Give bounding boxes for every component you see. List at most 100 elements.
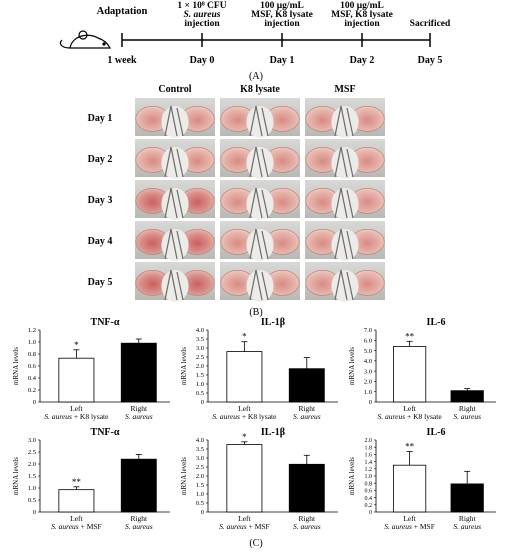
bar-right: [288, 368, 325, 403]
category-sublabel: S. aureus + K8 lysate: [212, 412, 277, 421]
y-tick-label: 1.0: [196, 381, 204, 388]
y-tick-label: 3.0: [196, 455, 204, 462]
y-tick-label: 2.0: [364, 379, 372, 386]
timeline-top-label: 1 × 10⁸ CFU: [177, 1, 226, 11]
y-tick-label: 1.5: [196, 482, 204, 489]
panel-b-photos: Control K8 lysate MSF Day 1 Day 2 Day 3 Day 4…: [88, 84, 385, 318]
mouse-ear-photo: [135, 98, 215, 138]
y-tick-label: 2.5: [28, 449, 36, 456]
bar-chart: IL-6 00.20.40.6 0.81.01.21.41.6 1.82.0 mRNA …: [348, 427, 496, 531]
category-sublabel: S. aureus: [453, 522, 481, 531]
y-tick-label: 2.0: [196, 473, 204, 480]
y-tick-label: 0: [201, 509, 204, 516]
y-tick-label: 1.8: [365, 445, 373, 451]
mouse-ear-photo: [220, 262, 300, 302]
y-tick-label: 0: [369, 399, 372, 406]
y-axis-label: mRNA levels: [12, 347, 20, 385]
y-axis-label: mRNA levels: [348, 457, 356, 495]
y-tick-label: 0.6: [365, 489, 373, 495]
category-sublabel: S. aureus: [125, 522, 153, 531]
y-tick-label: 0.5: [196, 390, 204, 397]
mouse-ear-photo: [305, 139, 385, 179]
category-label: Left: [238, 404, 251, 413]
y-tick-label: 0.6: [28, 363, 37, 370]
mouse-ear-photo: [220, 180, 300, 220]
y-tick-label: 0.5: [196, 500, 204, 507]
y-tick-label: 1.0: [364, 389, 372, 396]
category-sublabel: S. aureus + MSF: [51, 522, 102, 531]
mouse-ear-photo: [220, 98, 300, 138]
y-tick-label: 1.2: [365, 467, 373, 473]
mouse-ear-photo: [305, 221, 385, 261]
significance-mark: *: [74, 340, 79, 350]
panel-a-label: (A): [249, 71, 263, 82]
category-label: Right: [130, 404, 148, 413]
y-tick-label: 0.2: [28, 387, 36, 394]
timeline-top-label: Sacrificed: [410, 19, 451, 29]
mouse-ear-photo: [305, 180, 385, 220]
bar-right: [120, 342, 157, 403]
y-tick-label: 4.0: [364, 358, 372, 365]
y-tick-label: 1.5: [196, 372, 204, 379]
timeline-top-label: 100 μg/mL: [340, 1, 384, 11]
y-tick-label: 1.0: [28, 485, 36, 492]
bar-chart: IL-1β 0 0.5 1.0 1.5 2.0 2.5 3.0 3.5 4.0 mRNA level…: [180, 317, 338, 421]
y-tick-label: 4.0: [196, 327, 204, 334]
category-sublabel: S. aureus: [293, 412, 321, 421]
y-tick-label: 2.5: [196, 464, 204, 471]
mouse-ear-photo: [135, 262, 215, 302]
y-tick-label: 3.0: [364, 368, 372, 375]
bar-chart: IL-1β 0 0.5 1.0 1.5 2.0 2.5 3.0 3.5 4.0 mRNA level…: [180, 427, 338, 531]
bar-chart: TNF-α 0 0.2 0.4 0.6 0.8 1.0 1.2 mRNA levels * Left…: [12, 317, 170, 421]
y-tick-label: 1.0: [365, 474, 373, 480]
y-tick-label: 3.5: [196, 446, 204, 453]
category-label: Right: [459, 404, 477, 413]
y-tick-label: 1.0: [196, 491, 204, 498]
panel-c-label: (C): [249, 538, 262, 549]
mouse-ear-photo: [220, 221, 300, 261]
chart-title: TNF-α: [91, 317, 120, 328]
timeline-bottom-label: Day 5: [418, 55, 443, 66]
y-tick-label: 1.2: [28, 327, 36, 334]
timeline-top-label: MSF, K8 lysate: [251, 10, 313, 20]
category-sublabel: S. aureus: [453, 412, 481, 421]
bar-left: [58, 357, 95, 403]
category-sublabel: S. aureus: [293, 522, 321, 531]
y-tick-label: 1.6: [365, 453, 373, 459]
timeline-top-label: injection: [344, 19, 380, 29]
timeline-bottom-label: Day 1: [270, 55, 295, 66]
timeline-top-label: 100 μg/mL: [260, 1, 304, 11]
y-tick-label: 2.0: [365, 438, 373, 444]
timeline-bottom-label: Day 2: [350, 55, 375, 66]
category-label: Left: [238, 514, 251, 523]
photo-column-header: Control: [158, 84, 191, 95]
category-sublabel: S. aureus + K8 lysate: [44, 412, 109, 421]
photo-row-label: Day 1: [88, 113, 113, 124]
chart-title: IL-1β: [261, 317, 285, 328]
category-label: Left: [403, 514, 416, 523]
timeline-top-label: MSF, K8 lysate: [331, 10, 393, 20]
chart-title: IL-6: [427, 317, 446, 328]
bar-left: [226, 444, 263, 513]
y-tick-label: 0: [33, 509, 36, 516]
significance-mark: **: [405, 331, 415, 341]
category-label: Left: [70, 404, 83, 413]
timeline-top-label: injection: [264, 19, 300, 29]
y-tick-label: 0: [33, 399, 36, 406]
significance-mark: **: [405, 442, 415, 452]
category-sublabel: S. aureus + K8 lysate: [378, 412, 443, 421]
category-sublabel: S. aureus + MSF: [219, 522, 270, 531]
significance-mark: *: [242, 432, 247, 442]
bar-left: [392, 346, 427, 403]
bar-right: [288, 463, 325, 513]
y-tick-label: 1.5: [28, 473, 36, 480]
y-axis-label: mRNA levels: [180, 457, 188, 495]
y-tick-label: 4.0: [196, 437, 204, 444]
y-tick-label: 2.5: [196, 354, 204, 361]
y-tick-label: 0.4: [365, 496, 373, 502]
category-label: Right: [130, 514, 148, 523]
bar-left: [392, 464, 427, 513]
